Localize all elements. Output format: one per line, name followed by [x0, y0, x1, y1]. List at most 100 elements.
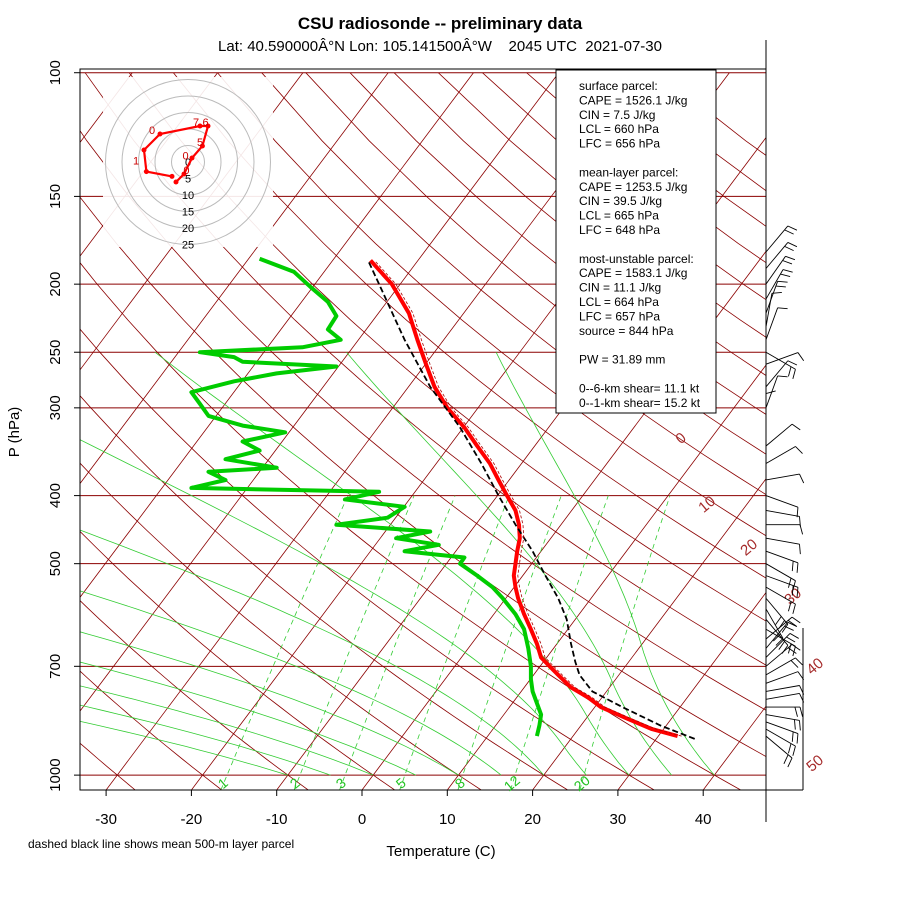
dry-adiabat [80, 328, 655, 790]
wind-barb-flag [799, 473, 805, 484]
y-tick-label: 100 [47, 60, 64, 85]
info-line: PW = 31.89 mm [579, 353, 665, 367]
info-line: LFC = 656 hPa [579, 137, 660, 151]
y-tick-label: 250 [47, 340, 64, 365]
dry-adiabat [80, 530, 395, 790]
wind-barb-flag [787, 620, 797, 627]
wind-barb-flag [786, 636, 796, 643]
x-tick-label: -20 [181, 811, 203, 828]
hodograph-trace [142, 124, 210, 183]
wind-barb-flag [792, 369, 796, 380]
temperature-line [369, 259, 679, 739]
y-tick-label: 150 [47, 184, 64, 209]
dry-adiabat [80, 462, 482, 790]
wind-barb-flag [795, 657, 803, 666]
x-axis-label: Temperature (C) [386, 843, 495, 860]
wind-barb [765, 269, 784, 300]
wind-barb-flag [778, 620, 785, 629]
wind-barb [765, 721, 799, 734]
wind-barb-flag [791, 585, 794, 596]
wind-barb-flag [787, 242, 798, 248]
hodograph-point [189, 155, 195, 161]
wind-barb-flag [791, 731, 794, 742]
wind-barb [765, 473, 800, 481]
info-line: LCL = 665 hPa [579, 209, 659, 223]
wind-barb-flag [799, 516, 801, 527]
hodograph-point-label: 1 [133, 155, 139, 167]
info-line: surface parcel: [579, 79, 658, 93]
wind-barb-flag [784, 229, 794, 235]
wind-barb-flag [778, 641, 785, 650]
x-tick-label: 40 [695, 811, 712, 828]
isotherm-0 [361, 250, 766, 790]
info-line: mean-layer parcel: [579, 165, 678, 179]
wind-barb [765, 360, 789, 388]
wind-barb-flag [794, 706, 798, 717]
wind-barb-flag [777, 375, 788, 378]
wind-barb [765, 375, 779, 409]
wind-barb-flag [791, 561, 794, 572]
isotherm--50 [80, 72, 474, 599]
isotherm--60 [80, 72, 389, 485]
info-line: LCL = 660 hPa [579, 122, 659, 136]
wind-barb-flag [788, 743, 792, 754]
dry-adiabat [80, 395, 568, 790]
wind-barb [765, 575, 799, 588]
info-line: source = 844 hPa [579, 324, 674, 338]
wind-barb [765, 608, 784, 639]
wind-barb [765, 446, 796, 464]
wind-barb [765, 307, 779, 340]
x-tick-label: -10 [266, 811, 288, 828]
moist-adiabat [346, 351, 673, 776]
chart-subtitle: Lat: 40.590000Â°N Lon: 105.141500Â°W 204… [218, 38, 662, 55]
wind-barb [765, 510, 800, 517]
hodograph-ring-label: 10 [182, 190, 194, 202]
wind-barb-flag [773, 633, 781, 642]
wind-barb-flag [782, 260, 793, 265]
hodograph-point [199, 143, 205, 149]
x-axis: -30 -20 -10 0 10 20 30 40 [95, 790, 712, 828]
hodograph-point [169, 173, 175, 179]
wind-barbs [765, 40, 805, 822]
moist-adiabat [80, 661, 416, 776]
dry-adiabat [173, 72, 766, 579]
wind-barb-flag [787, 225, 798, 231]
chart-title: CSU radiosonde -- preliminary data [298, 14, 583, 33]
wind-barb [765, 423, 793, 447]
hodograph-ring [171, 145, 205, 179]
wind-barb [765, 619, 789, 646]
wind-barb-flag [796, 507, 799, 518]
mixing-ratio-line-2 [293, 495, 415, 790]
info-line: most-unstable parcel: [579, 252, 694, 266]
wind-barb-flag [780, 273, 791, 278]
info-line: CAPE = 1583.1 J/kg [579, 266, 687, 280]
x-tick-label: 10 [439, 811, 456, 828]
wind-barb-flag [796, 562, 799, 573]
info-line: CAPE = 1526.1 J/kg [579, 93, 687, 107]
wind-barb-flag [797, 671, 805, 681]
hodograph-point [157, 131, 163, 137]
x-tick-label: -30 [95, 811, 117, 828]
moist-adiabat [80, 704, 331, 776]
wind-barb [765, 550, 799, 564]
moist-adiabat [80, 529, 545, 776]
moist-adiabat [80, 590, 502, 776]
dry-adiabat [217, 72, 766, 537]
virtual-temperature-line [374, 260, 682, 737]
mixing-ratio-line-3 [339, 495, 456, 790]
hodograph-ring [121, 95, 255, 229]
info-line: 0--1-km shear= 15.2 kt [579, 396, 701, 410]
wind-barb-flag [799, 720, 801, 731]
hodograph-ring-label: 25 [182, 240, 194, 252]
wind-barb-flag [788, 601, 792, 612]
wind-barb-flag [785, 255, 796, 261]
isotherm-label: 50 [803, 752, 827, 776]
mixing-ratio-line-5 [399, 495, 510, 790]
moist-adiabat [80, 631, 459, 776]
isotherm-50 [789, 73, 900, 790]
hodograph-point-label: 7 [193, 117, 199, 129]
wind-barb-flag [792, 745, 796, 756]
isotherm-10 [446, 364, 766, 790]
wind-barb-flag [777, 307, 788, 310]
